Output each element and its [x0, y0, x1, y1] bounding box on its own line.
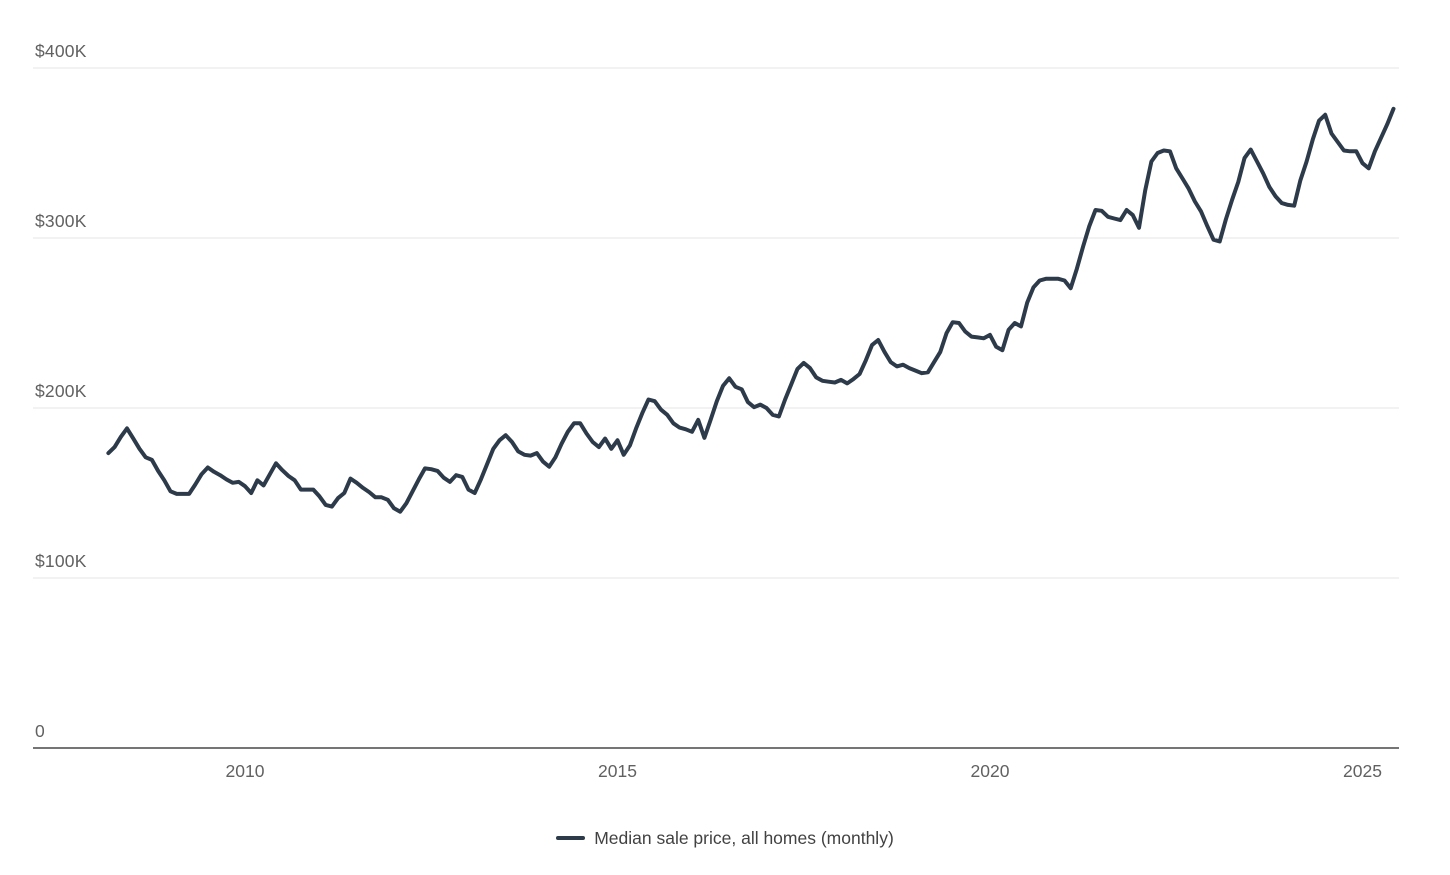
x-axis-label: 2015 [598, 761, 637, 781]
x-axis-label: 2010 [225, 761, 265, 781]
y-axis-label: $300K [35, 211, 87, 231]
y-axis-label: 0 [35, 721, 45, 741]
chart-canvas[interactable] [0, 0, 1450, 810]
x-axis-label: 2020 [970, 761, 1010, 781]
y-axis-label: $200K [35, 381, 87, 401]
legend-label: Median sale price, all homes (monthly) [594, 827, 894, 848]
legend[interactable]: Median sale price, all homes (monthly) [0, 826, 1450, 850]
y-axis-label: $100K [35, 551, 87, 571]
median-sale-price-line[interactable] [106, 106, 1396, 514]
x-axis-label: 2025 [1343, 761, 1382, 781]
legend-line-swatch-icon [556, 836, 586, 840]
y-axis-label: $400K [35, 41, 87, 61]
